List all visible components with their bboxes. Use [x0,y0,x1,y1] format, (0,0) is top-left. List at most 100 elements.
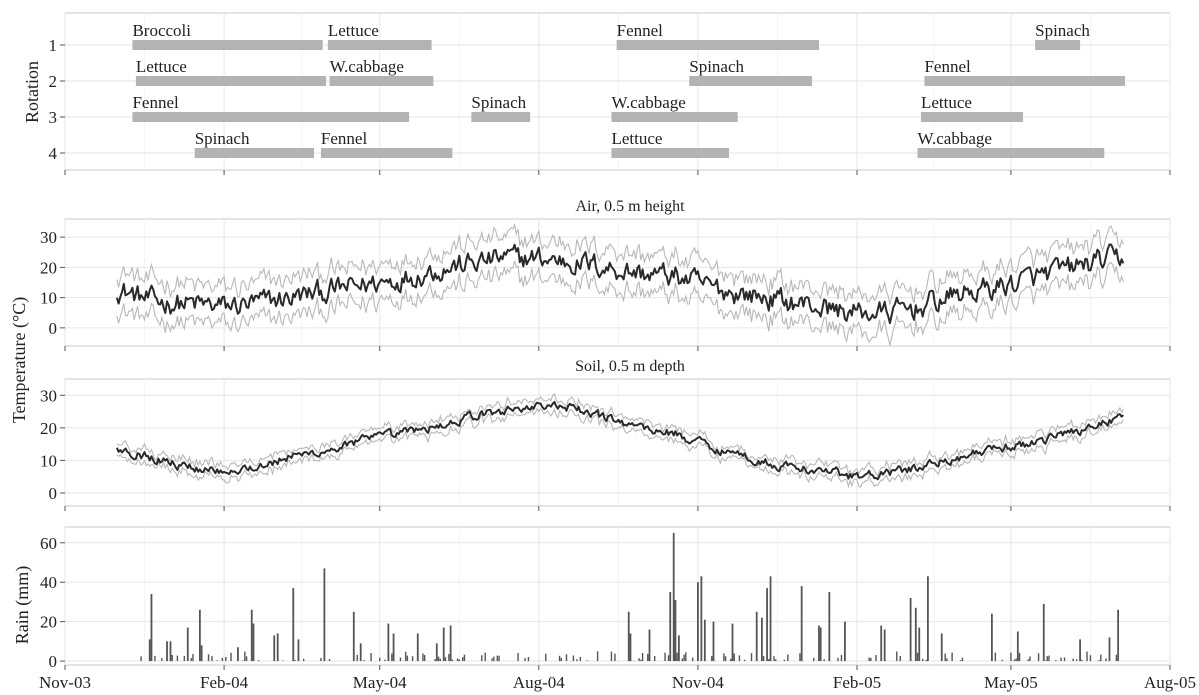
rain-bar [458,659,460,662]
rain-bar [627,611,630,662]
rain-bar [1010,652,1012,662]
rain-bar [1089,655,1092,662]
crop-bar [689,76,813,86]
rain-bar [448,653,450,662]
rain-bar [481,655,483,662]
x-axis: Nov-03 Feb-04 May-04 Aug-04 Nov-04 Feb-05 May-… [39,673,1196,692]
rain-bar [1027,659,1029,662]
rain-bar [245,656,248,662]
soil-temperature-panel: 0 10 20 30 [40,378,1171,511]
rain-bar [677,635,680,662]
rain-bar [154,655,156,662]
soil-y-tick-label: 0 [49,484,58,503]
rain-bar [823,659,825,662]
rain-bar [940,633,943,662]
rotation-panel: 1 2 3 4 Broccoli Lettuce Fennel Spinach Lettuce W… [49,12,1171,175]
rain-bar [230,652,232,662]
rain-bar [610,651,613,662]
rain-bar [1042,603,1045,662]
rain-bar [653,656,656,662]
rain-bar [762,656,765,662]
rain-bar [712,621,715,662]
x-tick-label: Nov-03 [39,673,91,692]
crop-bar [132,112,410,122]
rain-y-tick-label: 20 [40,613,57,632]
rain-bar [927,576,929,662]
rain-bar [545,653,547,662]
rain-bar [994,652,997,662]
rain-bar [363,659,365,662]
rain-bar [558,655,561,662]
rotation-tick-label: 1 [49,36,58,55]
air-y-tick-label: 20 [40,258,57,277]
rain-bar [664,652,666,662]
rain-bar [1016,631,1019,662]
rain-bar [406,655,409,662]
rain-bar [1018,652,1021,662]
rain-bar [674,599,677,662]
crop-label: Lettuce [611,129,662,148]
crop-label: Broccoli [132,21,191,40]
air-max-line [116,222,1124,305]
crop-bar [327,40,432,50]
soil-frame [64,378,1171,507]
crop-bar [924,76,1126,86]
rain-bar [493,656,495,662]
crop-bar [194,148,315,158]
rain-bar [166,641,168,662]
rain-bar [444,657,447,662]
crop-label: Lettuce [136,57,187,76]
rain-bar [731,623,734,662]
rain-y-tick-label: 40 [40,573,57,592]
rain-bar [186,627,189,662]
crop-bar [471,112,531,122]
x-tick-label: May-04 [353,673,407,692]
rain-bar [783,659,786,662]
rain-bar [922,658,924,662]
air-y-tick-label: 0 [49,319,58,338]
rain-bar [813,657,815,662]
rain-bar [1015,658,1017,662]
rain-bar [148,639,151,662]
rain-bar [648,629,651,662]
rain-bar [641,653,644,662]
x-tick-label: Aug-04 [513,673,565,692]
rain-bar [730,658,732,662]
crop-label: W.cabbage [611,93,685,112]
air-panel-title: Air, 0.5 m height [575,198,685,215]
air-frame [64,218,1171,347]
x-tick-label: May-05 [984,673,1038,692]
rain-bar [697,582,699,662]
rain-bar [1098,660,1100,662]
x-tick-label: Feb-04 [200,673,249,692]
rain-bar [799,653,801,662]
rain-bar [576,659,578,662]
rain-bar [328,659,331,662]
rain-bar [692,657,694,662]
rain-bar [990,613,993,662]
rain-bar [629,633,632,662]
rain-bar [527,656,530,662]
rain-bar [760,617,763,662]
rain-bar [435,643,438,662]
x-tick-label: Nov-04 [672,673,724,692]
rain-bar [320,657,322,662]
rotation-tick-label: 4 [49,144,58,163]
rain-bar [190,658,192,662]
rain-bar [918,627,921,662]
rain-bar [422,653,424,662]
rain-bar [169,641,172,662]
rain-bar [565,654,568,662]
crop-label: Lettuce [921,93,972,112]
rain-bar [198,609,201,662]
crop-label: Fennel [924,57,971,76]
crop-bar [611,112,738,122]
crop-bar [135,76,327,86]
rain-bar [252,623,255,662]
rain-bar [292,588,295,662]
rain-bar [586,660,588,662]
crop-label: Fennel [132,93,179,112]
rain-bar [1105,658,1107,662]
rain-bar [216,660,218,662]
rain-bar [818,625,820,662]
